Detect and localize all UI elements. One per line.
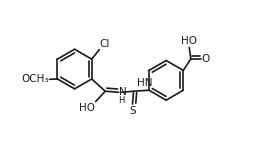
- Text: S: S: [129, 106, 136, 116]
- Text: HO: HO: [181, 36, 197, 46]
- Text: OCH₃: OCH₃: [21, 74, 49, 84]
- Text: HN: HN: [137, 78, 153, 88]
- Text: O: O: [202, 54, 210, 64]
- Text: Cl: Cl: [100, 39, 110, 49]
- Text: H: H: [118, 96, 125, 105]
- Text: HO: HO: [79, 103, 95, 113]
- Text: N: N: [119, 87, 127, 97]
